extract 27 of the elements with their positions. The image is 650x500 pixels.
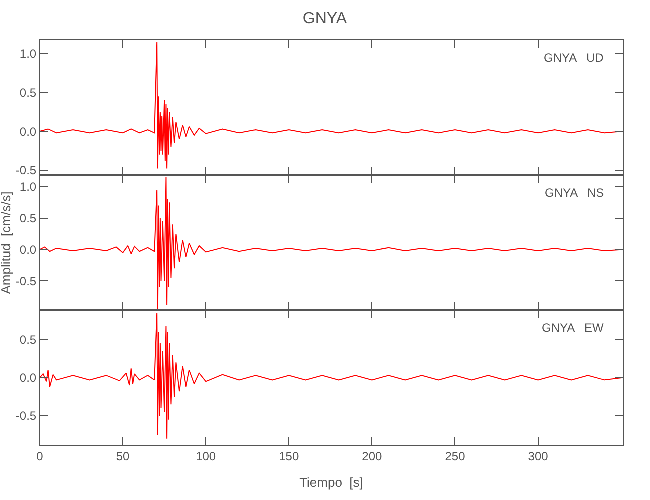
x-tick-label: 200 xyxy=(362,449,383,464)
y-tick-label: -0.5 xyxy=(16,409,37,424)
y-tick-label: 1.0 xyxy=(20,180,37,194)
line-series xyxy=(40,312,623,440)
y-tick-label: 1.0 xyxy=(20,47,37,62)
y-tick-label: 0.0 xyxy=(20,124,37,139)
y-tick-label: 0.0 xyxy=(20,371,37,386)
line-series xyxy=(40,42,623,170)
y-axis-title: Amplitud [cm/s/s] xyxy=(0,192,14,294)
x-tick-label: 50 xyxy=(116,449,130,464)
y-tick-label: 0.5 xyxy=(20,212,37,226)
chart-title: GNYA xyxy=(302,10,348,28)
x-tick-label: 250 xyxy=(445,449,466,464)
x-tick-label: 0 xyxy=(36,449,44,464)
y-tick-label: 0.5 xyxy=(20,332,37,347)
annotation: GNYA NS xyxy=(545,186,604,200)
y-tick-label: 0.0 xyxy=(20,242,37,257)
y-tick-label: -0.5 xyxy=(16,274,37,288)
line-series xyxy=(40,177,623,310)
x-axis-title: Tiempo [s] xyxy=(300,475,364,490)
annotation: GNYA UD xyxy=(544,51,604,65)
x-tick-label: 100 xyxy=(196,449,216,464)
annotation: GNYA EW xyxy=(542,321,604,335)
y-tick-label: 0.5 xyxy=(20,86,37,100)
y-tick-label: -0.5 xyxy=(16,164,37,178)
x-tick-label: 300 xyxy=(528,449,549,464)
x-tick-label: 150 xyxy=(279,449,300,464)
